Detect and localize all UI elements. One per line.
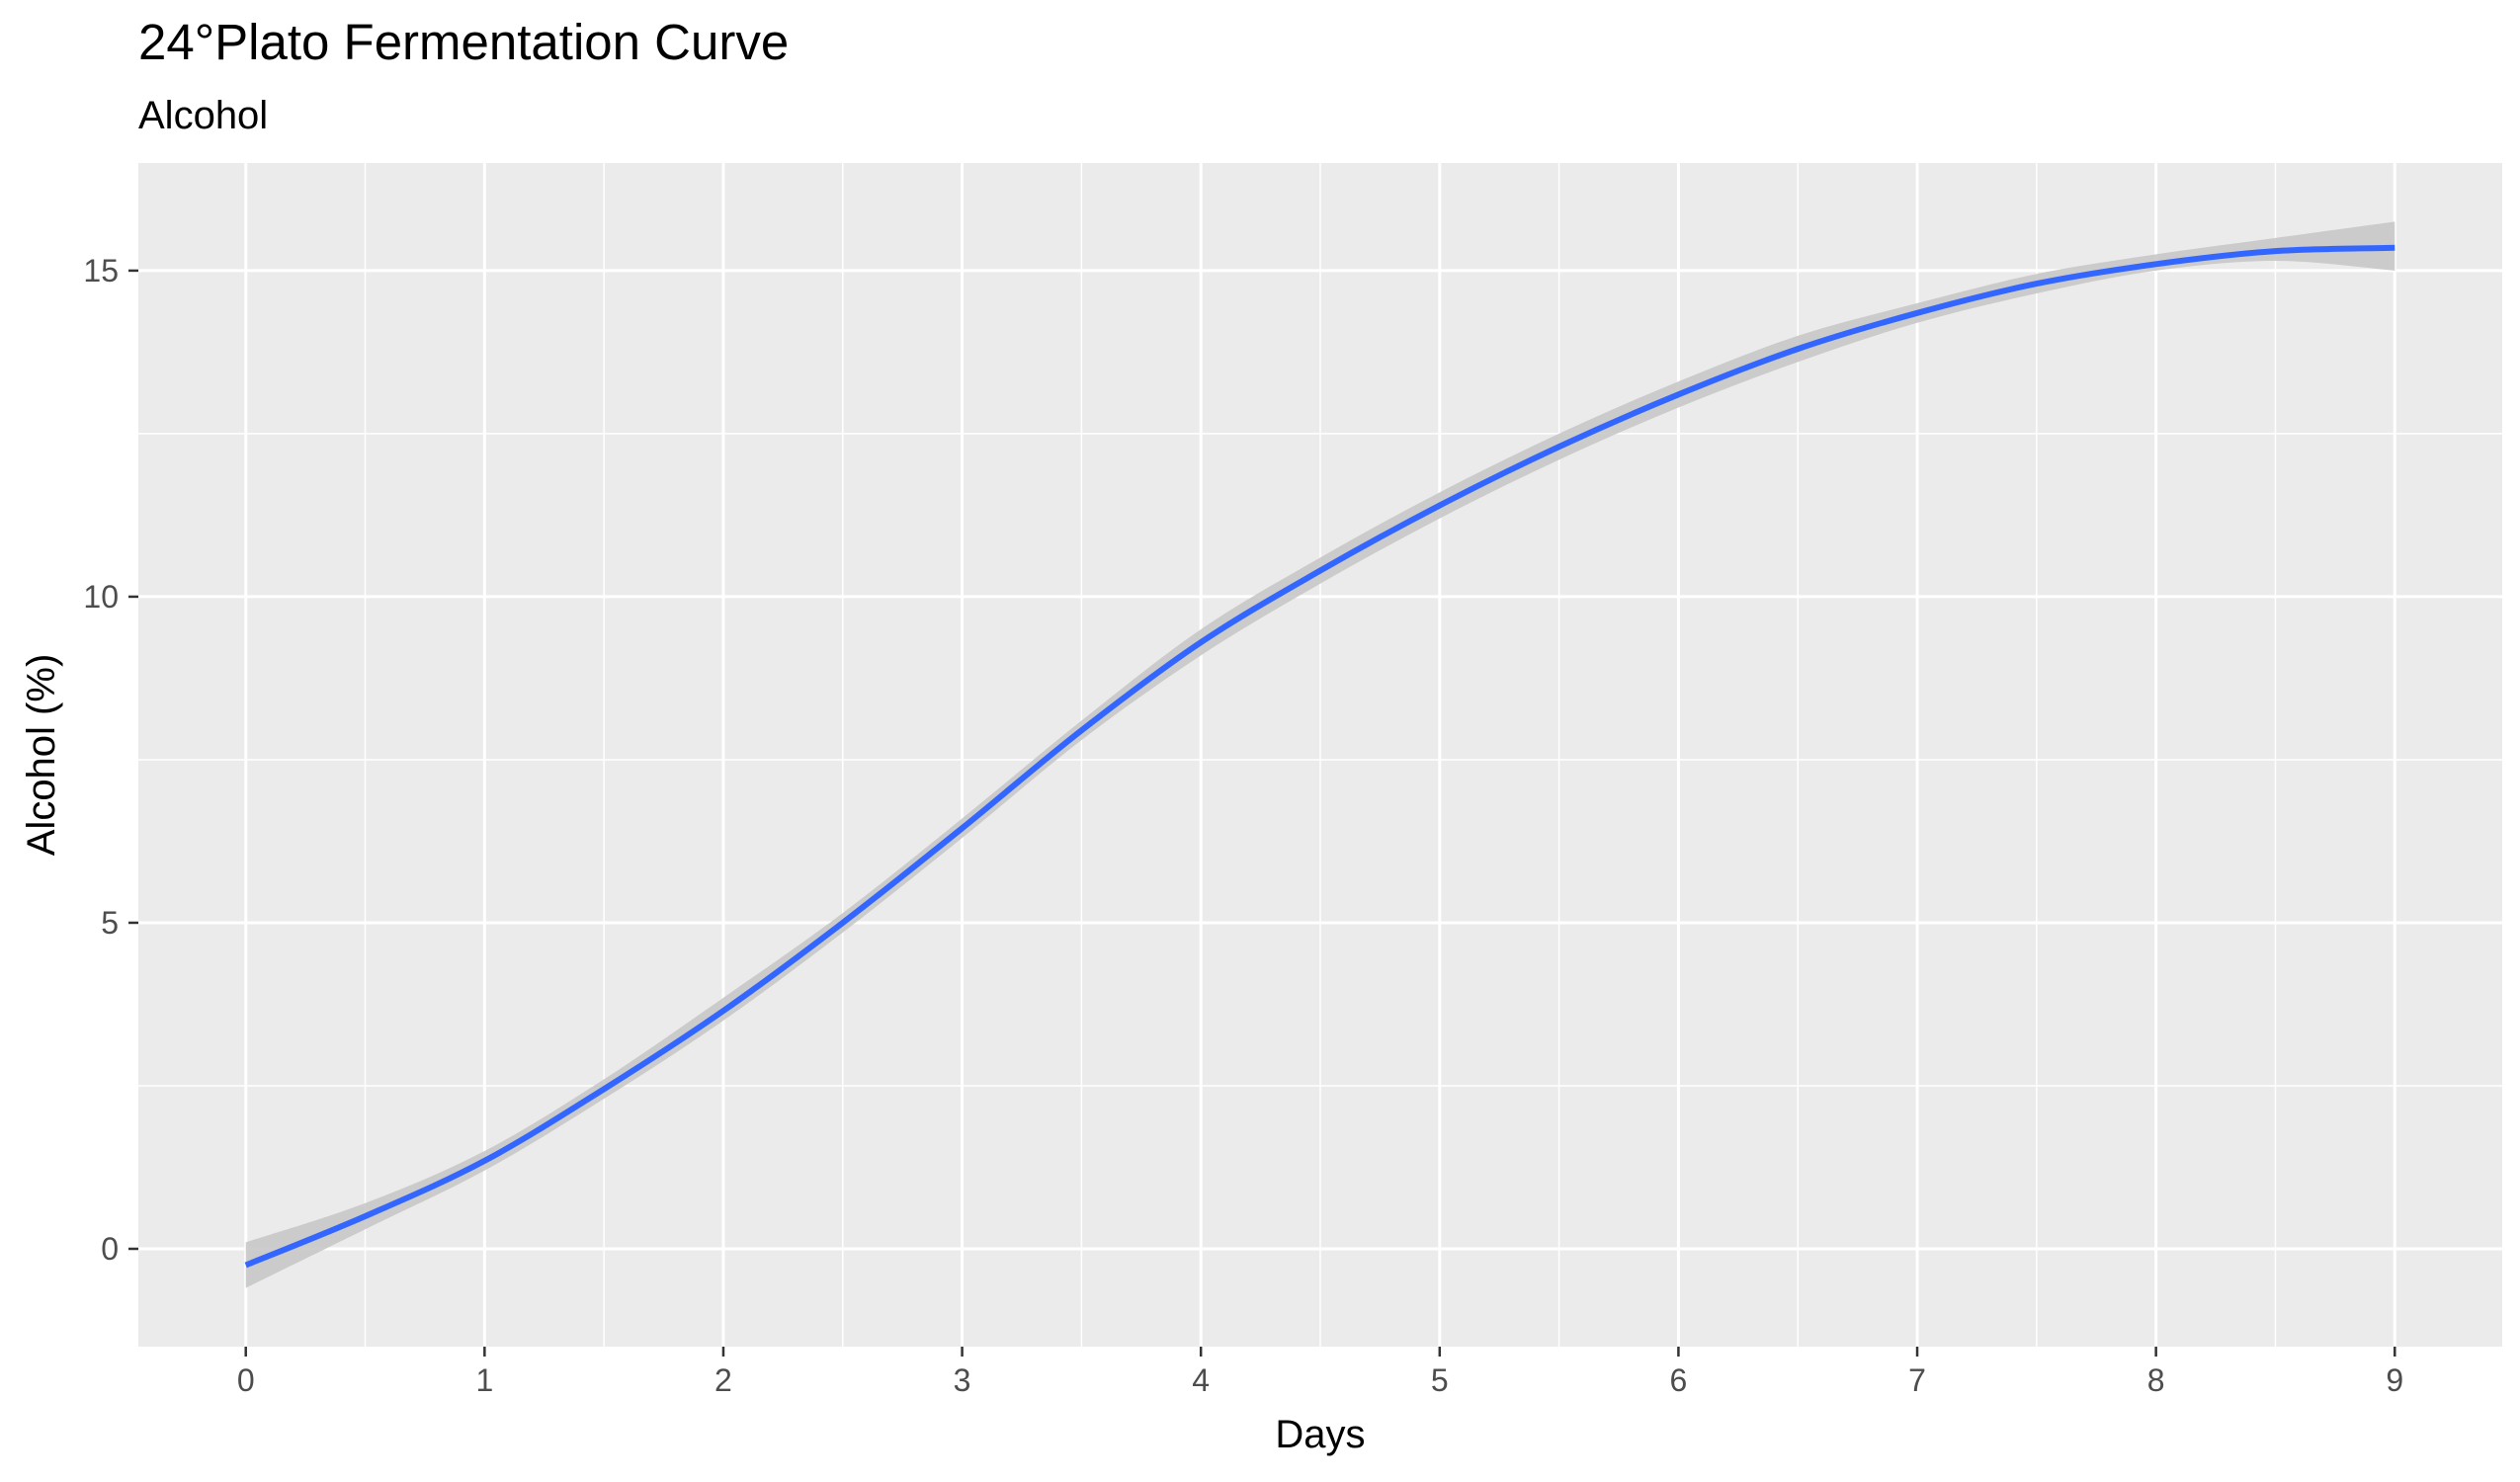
y-axis: 0 5 10 15 xyxy=(83,253,138,1267)
y-tick-label: 15 xyxy=(83,253,119,288)
x-tick-label: 9 xyxy=(2386,1362,2403,1398)
x-tick-label: 3 xyxy=(954,1362,971,1398)
x-axis-title: Days xyxy=(1275,1413,1365,1456)
x-tick-label: 5 xyxy=(1431,1362,1449,1398)
chart-subtitle: Alcohol xyxy=(138,94,268,137)
y-axis-title: Alcohol (%) xyxy=(20,654,63,857)
confidence-band-layer xyxy=(245,221,2395,1288)
smooth-line-layer xyxy=(244,244,2395,1269)
x-tick-label: 2 xyxy=(714,1362,732,1398)
y-tick-label: 0 xyxy=(101,1231,119,1267)
confidence-band xyxy=(245,221,2395,1288)
minor-gridlines xyxy=(138,163,2502,1347)
chart-title: 24°Plato Fermentation Curve xyxy=(138,14,789,70)
fit-line xyxy=(244,244,2395,1269)
y-tick-label: 10 xyxy=(83,579,119,615)
x-tick-label: 8 xyxy=(2147,1362,2165,1398)
x-tick-label: 1 xyxy=(475,1362,493,1398)
y-tick-label: 5 xyxy=(101,905,119,941)
x-tick-label: 0 xyxy=(237,1362,255,1398)
x-tick-label: 4 xyxy=(1192,1362,1210,1398)
x-axis: 0 1 2 3 4 5 6 7 8 9 xyxy=(237,1347,2403,1398)
x-tick-label: 6 xyxy=(1670,1362,1688,1398)
x-tick-label: 7 xyxy=(1908,1362,1926,1398)
